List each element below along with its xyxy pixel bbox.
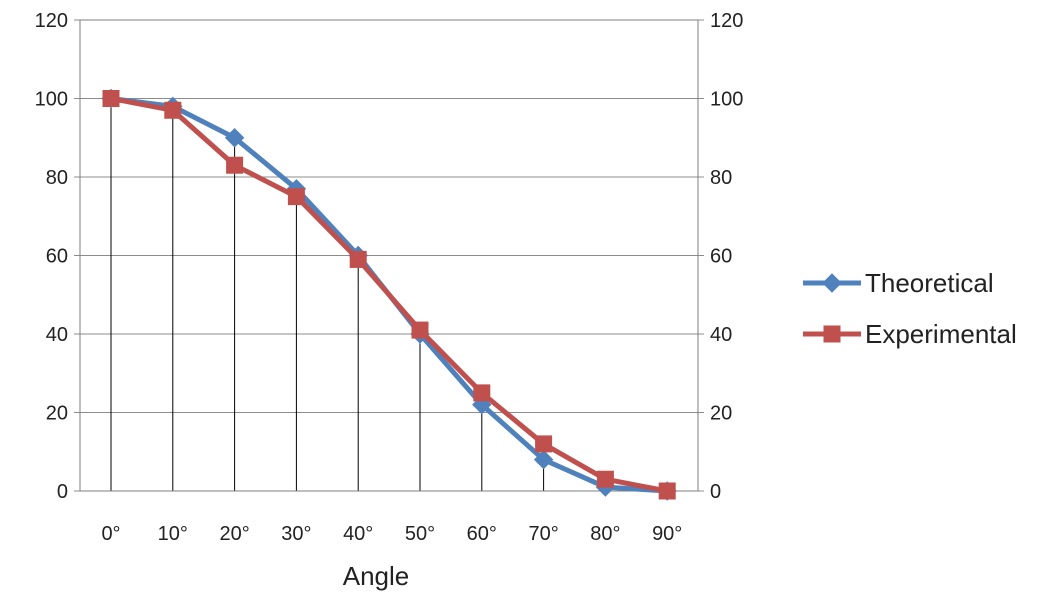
data-point: [164, 101, 182, 119]
x-tick-label: 90°: [652, 523, 682, 545]
data-point: [473, 384, 491, 402]
y-tick-label-left: 40: [46, 324, 68, 346]
x-tick-label: 20°: [219, 523, 249, 545]
y-tick-label-left: 120: [35, 10, 68, 32]
x-tick-label: 60°: [467, 523, 497, 545]
x-tick-label: 10°: [158, 523, 188, 545]
drop-lines: [110, 98, 606, 491]
series-experimental: [102, 90, 676, 500]
y-tick-label-right: 120: [710, 10, 743, 32]
x-tick-label: 40°: [343, 523, 373, 545]
y-tick-label-left: 0: [57, 481, 68, 503]
data-point: [226, 156, 244, 174]
data-point: [349, 250, 367, 268]
legend-swatch-marker: [822, 273, 842, 293]
y-tick-label-right: 80: [710, 167, 732, 189]
data-point: [287, 188, 305, 206]
y-axis-right: 0 20 40 60 80 100 120: [710, 10, 743, 503]
plot-area: [79, 19, 699, 492]
y-tick-label-left: 100: [35, 89, 68, 111]
x-tick-label: 50°: [405, 523, 435, 545]
data-point: [533, 449, 554, 470]
data-point: [658, 482, 676, 500]
y-tick-label-left: 80: [46, 167, 68, 189]
data-point: [224, 128, 245, 148]
data-point: [596, 470, 614, 488]
y-tick-label-right: 100: [710, 89, 743, 111]
x-tick-label: 0°: [101, 523, 120, 545]
y-tick-label-right: 60: [710, 246, 732, 268]
gridlines: [74, 19, 704, 492]
y-tick-label-left: 20: [46, 403, 68, 425]
legend-label: Experimental: [865, 319, 1017, 349]
legend: Theoretical Experimental: [803, 268, 1017, 349]
data-point: [102, 90, 120, 107]
legend-item: Theoretical: [803, 268, 994, 298]
legend-label: Theoretical: [865, 268, 994, 298]
y-tick-label-right: 40: [710, 324, 732, 346]
y-tick-label-right: 20: [710, 403, 732, 425]
legend-swatch-marker: [823, 325, 841, 343]
legend-item: Experimental: [803, 319, 1017, 349]
x-tick-label: 70°: [528, 523, 558, 545]
y-tick-label-left: 60: [46, 246, 68, 268]
series-layer: [101, 88, 677, 501]
series-line: [110, 96, 668, 494]
x-axis-title: Angle: [343, 561, 410, 591]
y-axis-left: 0 20 40 60 80 100 120: [35, 10, 68, 503]
data-point: [411, 321, 429, 339]
y-tick-label-right: 0: [710, 481, 721, 503]
x-axis: 0° 10° 20° 30° 40° 50° 60° 70° 80° 90°: [101, 523, 682, 545]
x-tick-label: 30°: [281, 523, 311, 545]
data-point: [535, 435, 553, 453]
x-tick-label: 80°: [590, 523, 620, 545]
